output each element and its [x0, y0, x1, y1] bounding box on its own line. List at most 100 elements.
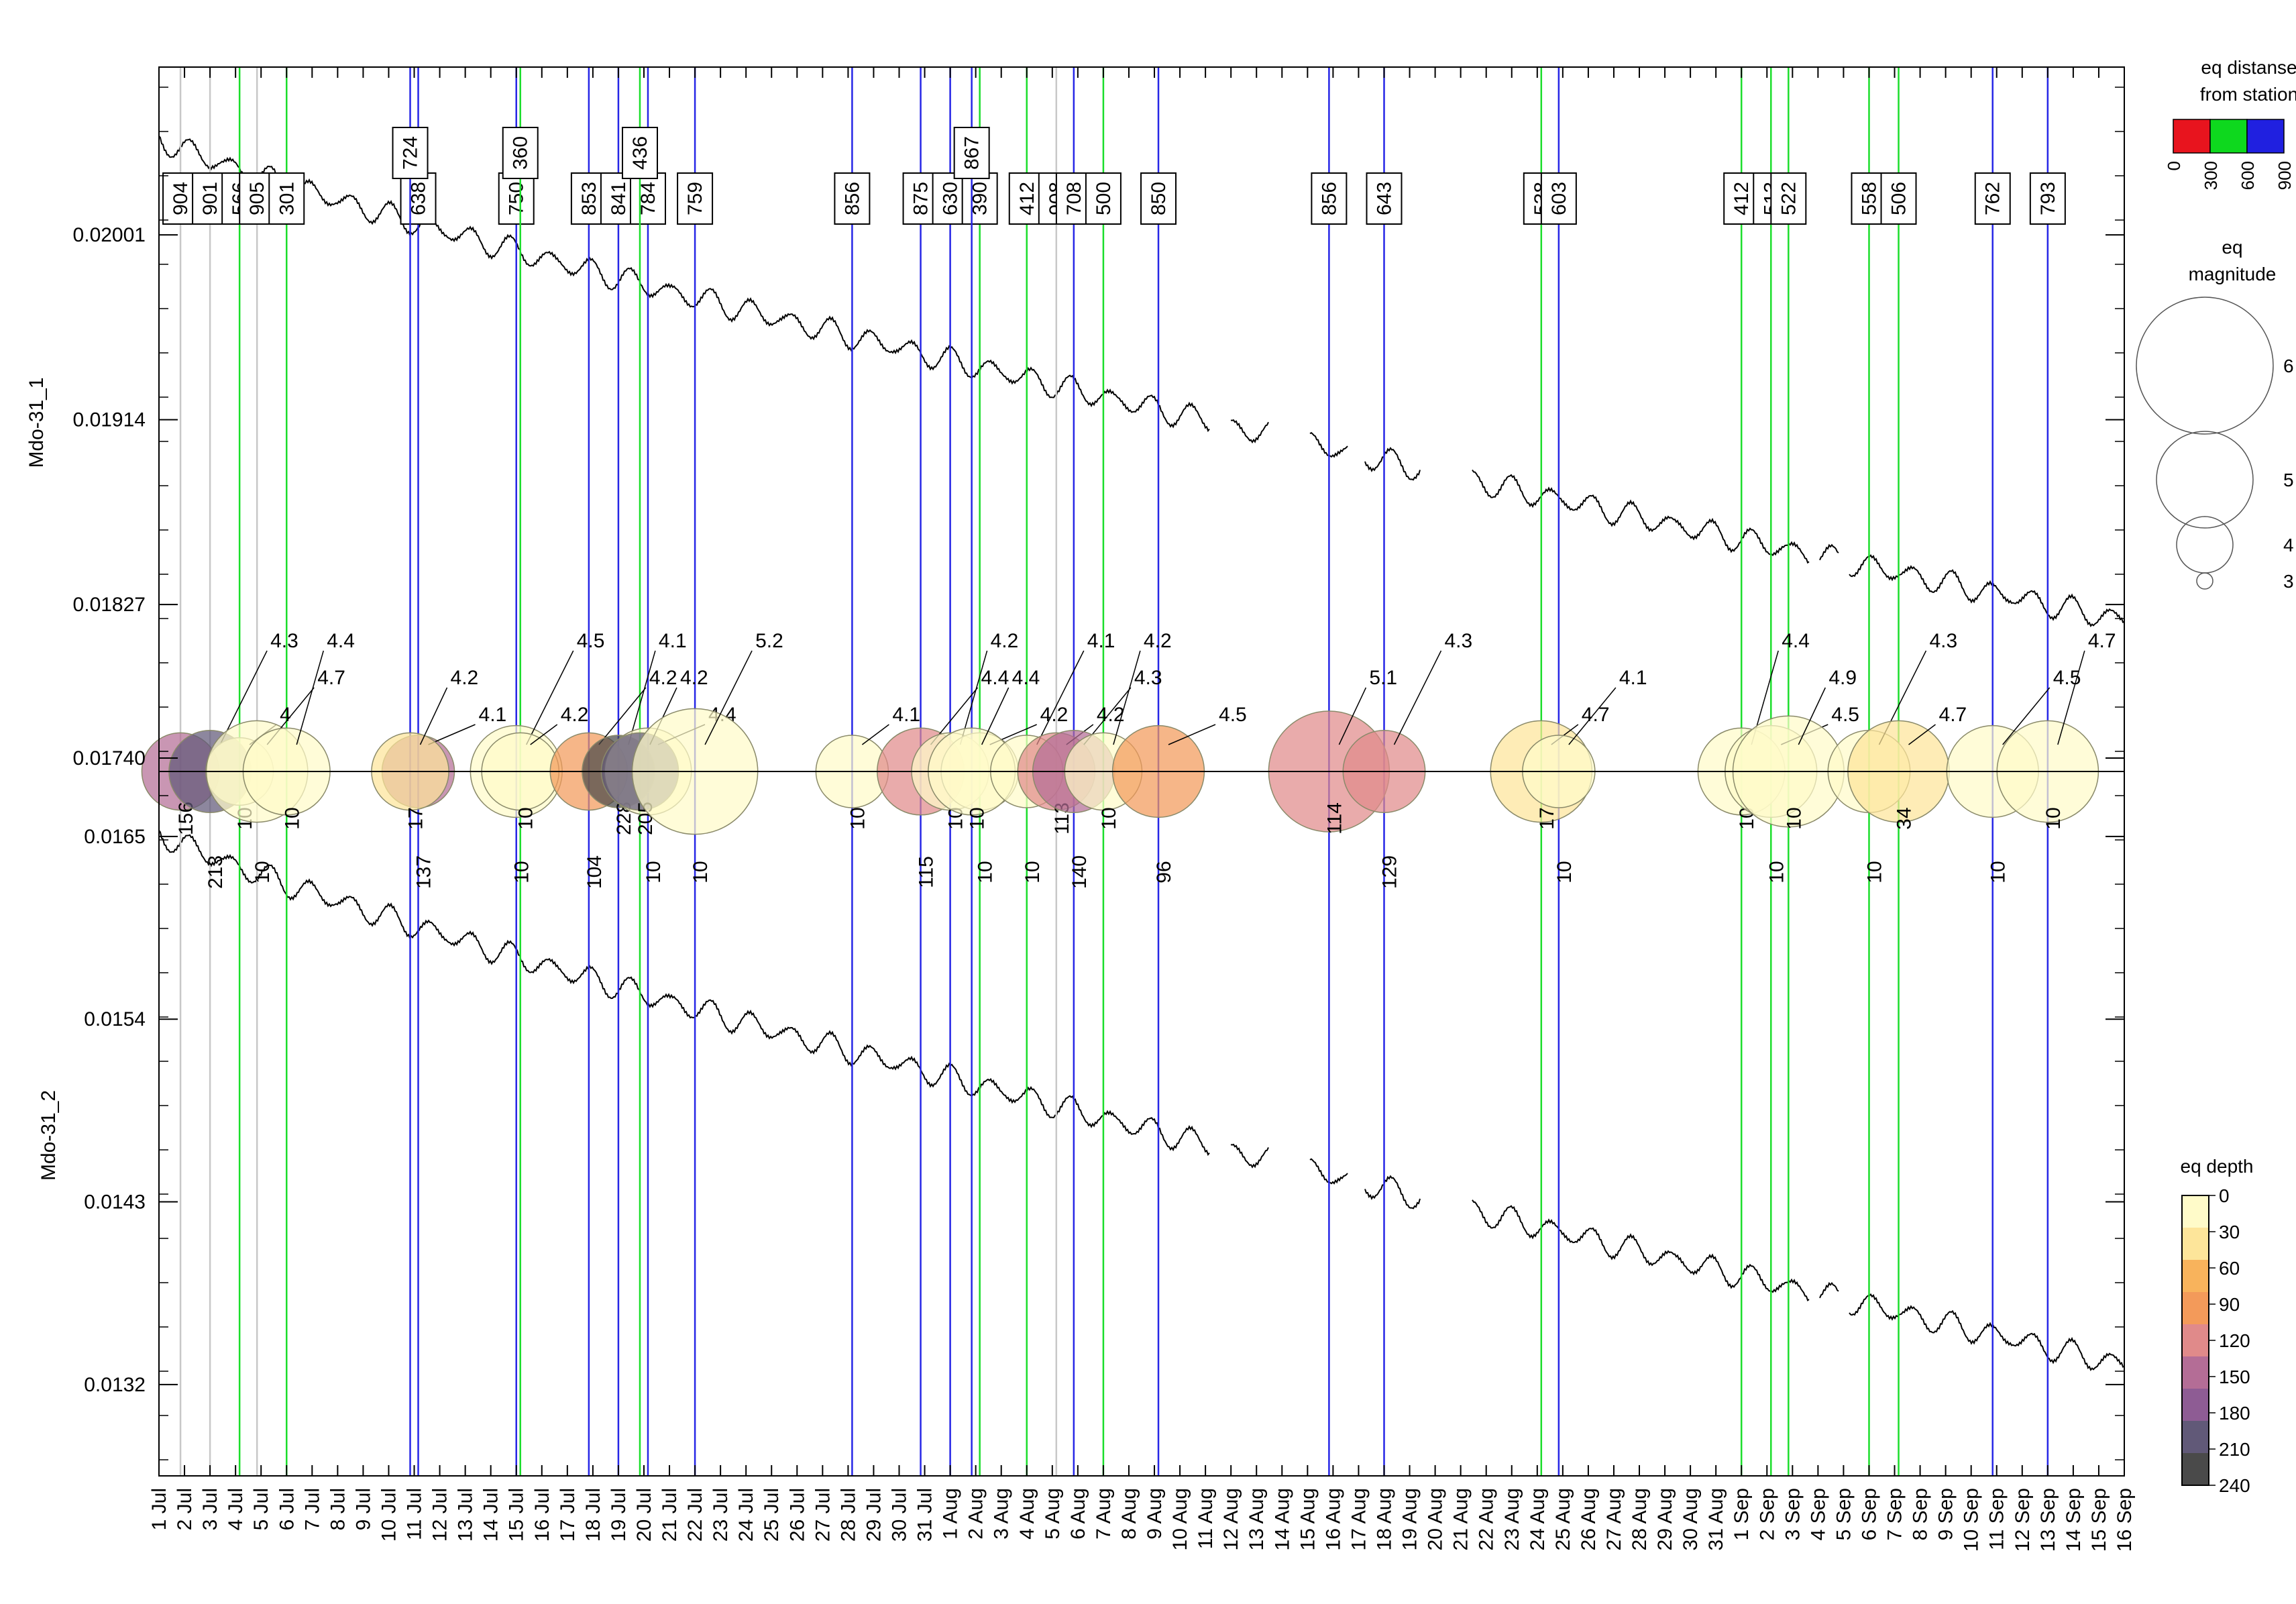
distance-value: 762 — [1982, 182, 2004, 215]
distance-value: 643 — [1373, 182, 1395, 215]
legend-depth-label: 90 — [2219, 1294, 2240, 1315]
y-tick-label-lower: 0.0132 — [84, 1374, 146, 1396]
depth-label: 140 — [1069, 855, 1091, 889]
distance-label: 360 — [502, 127, 539, 179]
distance-box — [400, 172, 437, 225]
distance-value: 412 — [1016, 182, 1038, 215]
magnitude-leader — [1393, 650, 1442, 745]
depth-label: 10 — [1553, 861, 1576, 883]
depth-label: 10 — [846, 807, 869, 829]
distance-value: 500 — [1093, 182, 1115, 215]
distance-box — [502, 127, 539, 179]
distance-value: 558 — [1858, 182, 1880, 215]
legend-magnitude-circle — [2196, 572, 2213, 590]
distance-box — [1311, 172, 1348, 225]
distance-box — [1974, 172, 2011, 225]
magnitude-label: 4.3 — [1134, 667, 1162, 689]
x-tick-label: 14 Jul — [480, 1488, 502, 1542]
magnitude-leader — [1168, 724, 1216, 745]
distance-box — [677, 172, 714, 225]
distance-box — [1140, 172, 1177, 225]
x-tick-label: 5 Aug — [1042, 1488, 1064, 1540]
magnitude-label: 4.7 — [2088, 630, 2116, 652]
x-tick-label: 12 Jul — [429, 1488, 451, 1542]
distance-value: 436 — [629, 136, 651, 170]
x-tick-label: 4 Jul — [225, 1488, 247, 1530]
distance-value: 841 — [608, 182, 630, 215]
distance-label: 856 — [1311, 172, 1348, 225]
depth-label: 10 — [1987, 861, 2010, 883]
distance-label: 436 — [621, 127, 658, 179]
magnitude-label: 4.2 — [1097, 704, 1125, 726]
x-tick-label: 11 Aug — [1195, 1488, 1217, 1549]
distance-value: 301 — [276, 182, 298, 215]
x-tick-label: 11 Jul — [404, 1488, 426, 1540]
depth-label: 17 — [405, 807, 427, 829]
x-tick-label: 27 Jul — [812, 1488, 834, 1542]
x-tick-label: 10 Jul — [378, 1488, 400, 1542]
y-axis-title-lower: Mdo-31_2 — [38, 1090, 60, 1181]
magnitude-leader — [530, 724, 558, 745]
x-tick-label: 29 Jul — [863, 1488, 885, 1542]
distance-label: 793 — [2029, 172, 2066, 225]
distance-value: 793 — [2037, 182, 2059, 215]
distance-label: 867 — [953, 127, 990, 179]
magnitude-label: 4.3 — [1929, 630, 1957, 652]
distance-value: 724 — [400, 136, 422, 170]
x-tick-label: 25 Aug — [1552, 1488, 1574, 1550]
x-tick-label: 26 Aug — [1578, 1488, 1600, 1550]
distance-box — [498, 172, 535, 225]
legend-depth-label: 180 — [2219, 1403, 2250, 1424]
x-tick-label: 12 Sep — [2012, 1488, 2034, 1552]
legend-magnitude-title: eq — [2222, 237, 2242, 258]
distance-value: 901 — [199, 182, 221, 215]
distance-box — [2029, 172, 2066, 225]
depth-label: 104 — [584, 855, 606, 889]
x-tick-label: 2 Aug — [965, 1488, 987, 1540]
depth-label: 10 — [1863, 861, 1885, 883]
magnitude-label: 4.5 — [1219, 704, 1247, 726]
magnitude-leader — [1338, 687, 1367, 745]
magnitude-leader — [598, 687, 647, 745]
depth-label: 137 — [413, 855, 435, 889]
magnitude-leader — [628, 650, 656, 745]
magnitude-label: 4.1 — [479, 704, 507, 726]
x-tick-label: 3 Aug — [991, 1488, 1013, 1540]
magnitude-label: 4.2 — [649, 667, 677, 689]
x-tick-label: 3 Sep — [1782, 1488, 1804, 1540]
distance-box — [1085, 172, 1122, 225]
legend-depth-swatch — [2182, 1453, 2209, 1485]
distance-label: 784 — [629, 172, 666, 225]
x-tick-label: 2 Sep — [1756, 1488, 1778, 1540]
x-tick-label: 4 Sep — [1807, 1488, 1829, 1540]
x-tick-label: 8 Sep — [1910, 1488, 1932, 1540]
y-tick-label-lower: 0.0143 — [84, 1191, 146, 1214]
depth-label: 129 — [1378, 855, 1401, 889]
depth-label: 10 — [1783, 807, 1805, 829]
legend-distance-swatch — [2209, 119, 2248, 154]
magnitude-label: 4.2 — [561, 704, 589, 726]
x-tick-label: 13 Aug — [1246, 1488, 1268, 1550]
x-tick-label: 15 Jul — [506, 1488, 528, 1542]
legend-depth-label: 0 — [2219, 1185, 2230, 1206]
legend-depth-label: 150 — [2219, 1367, 2250, 1387]
legend-depth-label: 60 — [2219, 1258, 2240, 1279]
legend-depth-swatch — [2182, 1292, 2209, 1324]
distance-value: 412 — [1731, 182, 1753, 215]
distance-label: 506 — [1880, 172, 1917, 225]
distance-value: 360 — [510, 136, 532, 170]
distance-value: 853 — [578, 182, 600, 215]
x-tick-label: 1 Aug — [940, 1488, 962, 1540]
x-tick-label: 21 Jul — [659, 1488, 681, 1542]
distance-box — [621, 127, 658, 179]
magnitude-label: 4.9 — [1828, 667, 1857, 689]
magnitude-leader — [219, 650, 268, 745]
distance-value: 875 — [910, 182, 932, 215]
legend-depth-swatch — [2182, 1195, 2209, 1228]
x-tick-label: 30 Aug — [1680, 1488, 1702, 1550]
y-tick-label-lower: 0.0165 — [84, 826, 146, 848]
x-tick-label: 1 Jul — [148, 1488, 170, 1530]
distance-box — [834, 172, 871, 225]
magnitude-label: 4.2 — [1040, 704, 1069, 726]
